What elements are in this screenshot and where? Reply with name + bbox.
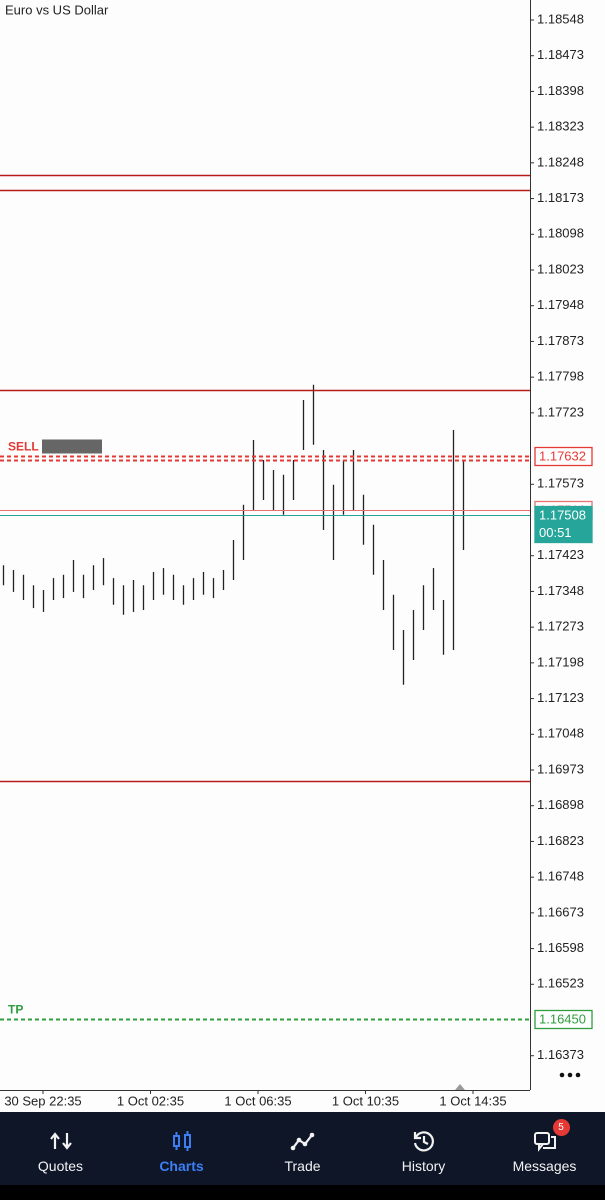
y-tick-label: 1.17273 (537, 619, 584, 634)
symbol-title: Euro vs US Dollar (5, 2, 109, 17)
redacted-volume (42, 439, 102, 454)
y-tick-label: 1.18023 (537, 261, 584, 276)
price-tag (534, 1009, 593, 1030)
y-tick-label: 1.18398 (537, 83, 584, 98)
y-tick-label: 1.17948 (537, 297, 584, 312)
level-label: SELL (8, 440, 39, 454)
level-label: TP (8, 1003, 23, 1017)
y-tick-label: 1.18323 (537, 119, 584, 134)
nav-item[interactable]: Trade (242, 1112, 363, 1185)
price-tag-label: 1.17508 (539, 507, 586, 522)
y-tick-label: 1.17798 (537, 369, 584, 384)
x-tick-label: 1 Oct 10:35 (332, 1093, 399, 1108)
x-tick-label: 30 Sep 22:35 (4, 1093, 81, 1108)
y-tick-label: 1.16898 (537, 797, 584, 812)
nav-label: Trade (284, 1158, 321, 1174)
chart: Euro vs US Dollar 1.18548 1.18473 1.18398 1… (0, 0, 593, 1108)
more-menu[interactable] (559, 1072, 581, 1078)
nav-label: Messages (512, 1158, 577, 1174)
x-tick-label: 1 Oct 02:35 (117, 1093, 184, 1108)
x-tick-label: 1 Oct 14:35 (439, 1093, 506, 1108)
nav-item[interactable]: Charts (121, 1112, 242, 1185)
badge: 5 (552, 1119, 570, 1136)
nav-label: Charts (159, 1158, 204, 1174)
nav-item[interactable]: History (363, 1112, 484, 1185)
nav-item[interactable]: Messages 5 (484, 1112, 605, 1185)
y-tick-label: 1.17198 (537, 654, 584, 669)
nav-icon (413, 1131, 434, 1152)
nav-icon (172, 1131, 191, 1151)
y-tick-label: 1.18473 (537, 47, 584, 62)
bottom-nav: Quotes Charts Trade History Messages 5 (0, 1112, 605, 1185)
nav-label: Quotes (37, 1158, 84, 1174)
y-tick-label: 1.16373 (537, 1047, 584, 1062)
y-tick-label: 1.17048 (537, 726, 584, 741)
nav-icon (290, 1132, 314, 1151)
system-bar (0, 1185, 605, 1200)
scroll-marker (455, 1084, 465, 1090)
y-tick-label: 1.18548 (537, 11, 584, 26)
y-tick-label: 1.17573 (537, 476, 584, 491)
price-tag (534, 505, 593, 544)
price-tag-label: 1.16450 (539, 1011, 586, 1026)
y-tick-label: 1.17423 (537, 547, 584, 562)
x-tick-label: 1 Oct 06:35 (224, 1093, 291, 1108)
bar-timer: 00:51 (539, 525, 572, 540)
y-tick-label: 1.18248 (537, 154, 584, 169)
y-tick-label: 1.16823 (537, 833, 584, 848)
y-tick-label: 1.17873 (537, 333, 584, 348)
y-tick-label: 1.17123 (537, 690, 584, 705)
nav-item[interactable]: Quotes (0, 1112, 121, 1185)
y-tick-label: 1.17348 (537, 583, 584, 598)
nav-label: History (401, 1158, 446, 1174)
price-tag-label: 1.17632 (539, 448, 586, 463)
y-tick-label: 1.16598 (537, 940, 584, 955)
y-tick-label: 1.17723 (537, 404, 584, 419)
y-tick-label: 1.16748 (537, 869, 584, 884)
y-tick-label: 1.16973 (537, 761, 584, 776)
y-tick-label: 1.16673 (537, 904, 584, 919)
y-tick-label: 1.16523 (537, 976, 584, 991)
y-tick-label: 1.18098 (537, 226, 584, 241)
y-tick-label: 1.18173 (537, 190, 584, 205)
nav-icon (533, 1132, 556, 1152)
nav-icon (49, 1132, 72, 1150)
price-tag (534, 446, 593, 467)
